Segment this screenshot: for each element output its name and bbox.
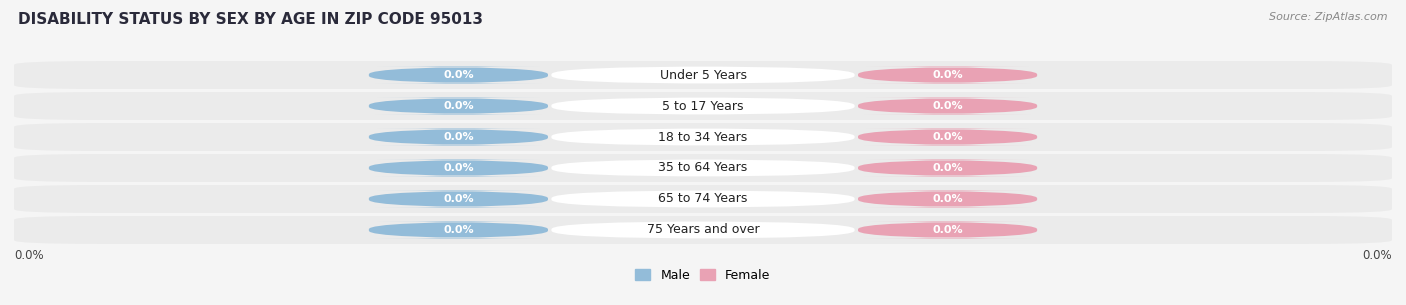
FancyBboxPatch shape [368, 190, 548, 207]
FancyBboxPatch shape [14, 123, 1392, 151]
Text: 0.0%: 0.0% [443, 194, 474, 204]
FancyBboxPatch shape [551, 98, 855, 115]
FancyBboxPatch shape [551, 160, 855, 177]
FancyBboxPatch shape [858, 221, 1038, 239]
FancyBboxPatch shape [368, 98, 548, 115]
Text: 65 to 74 Years: 65 to 74 Years [658, 192, 748, 206]
Text: 0.0%: 0.0% [443, 70, 474, 80]
Text: 0.0%: 0.0% [932, 163, 963, 173]
FancyBboxPatch shape [14, 61, 1392, 89]
FancyBboxPatch shape [368, 221, 548, 239]
Text: 0.0%: 0.0% [443, 225, 474, 235]
Text: 0.0%: 0.0% [932, 194, 963, 204]
Text: 0.0%: 0.0% [932, 101, 963, 111]
FancyBboxPatch shape [368, 160, 548, 177]
Text: 0.0%: 0.0% [14, 249, 44, 262]
FancyBboxPatch shape [368, 128, 548, 145]
FancyBboxPatch shape [858, 128, 1038, 145]
Text: 35 to 64 Years: 35 to 64 Years [658, 161, 748, 174]
Text: Under 5 Years: Under 5 Years [659, 69, 747, 81]
Text: 0.0%: 0.0% [932, 70, 963, 80]
Text: DISABILITY STATUS BY SEX BY AGE IN ZIP CODE 95013: DISABILITY STATUS BY SEX BY AGE IN ZIP C… [18, 12, 484, 27]
Text: 0.0%: 0.0% [443, 163, 474, 173]
FancyBboxPatch shape [368, 66, 548, 84]
FancyBboxPatch shape [551, 190, 855, 207]
Text: 0.0%: 0.0% [932, 132, 963, 142]
FancyBboxPatch shape [14, 216, 1392, 244]
FancyBboxPatch shape [858, 66, 1038, 84]
Text: 0.0%: 0.0% [1362, 249, 1392, 262]
Text: 0.0%: 0.0% [443, 132, 474, 142]
FancyBboxPatch shape [551, 221, 855, 239]
Text: Source: ZipAtlas.com: Source: ZipAtlas.com [1270, 12, 1388, 22]
Legend: Male, Female: Male, Female [630, 264, 776, 287]
FancyBboxPatch shape [14, 92, 1392, 120]
Text: 0.0%: 0.0% [932, 225, 963, 235]
FancyBboxPatch shape [858, 98, 1038, 115]
FancyBboxPatch shape [14, 185, 1392, 213]
Text: 75 Years and over: 75 Years and over [647, 224, 759, 236]
FancyBboxPatch shape [14, 154, 1392, 182]
FancyBboxPatch shape [858, 160, 1038, 177]
FancyBboxPatch shape [551, 128, 855, 145]
Text: 18 to 34 Years: 18 to 34 Years [658, 131, 748, 144]
FancyBboxPatch shape [858, 190, 1038, 207]
Text: 5 to 17 Years: 5 to 17 Years [662, 99, 744, 113]
FancyBboxPatch shape [551, 66, 855, 84]
Text: 0.0%: 0.0% [443, 101, 474, 111]
